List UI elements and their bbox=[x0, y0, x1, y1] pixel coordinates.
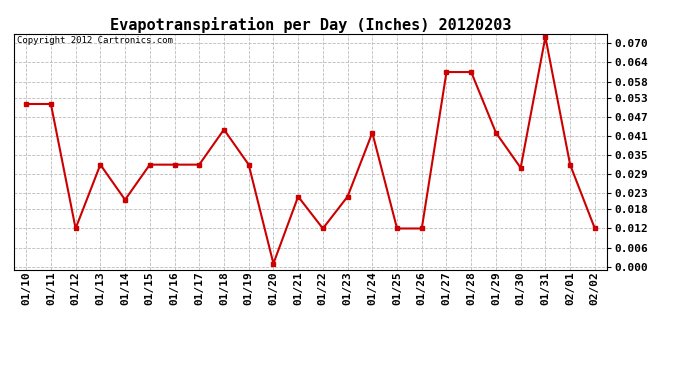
Text: Copyright 2012 Cartronics.com: Copyright 2012 Cartronics.com bbox=[17, 36, 172, 45]
Title: Evapotranspiration per Day (Inches) 20120203: Evapotranspiration per Day (Inches) 2012… bbox=[110, 16, 511, 33]
